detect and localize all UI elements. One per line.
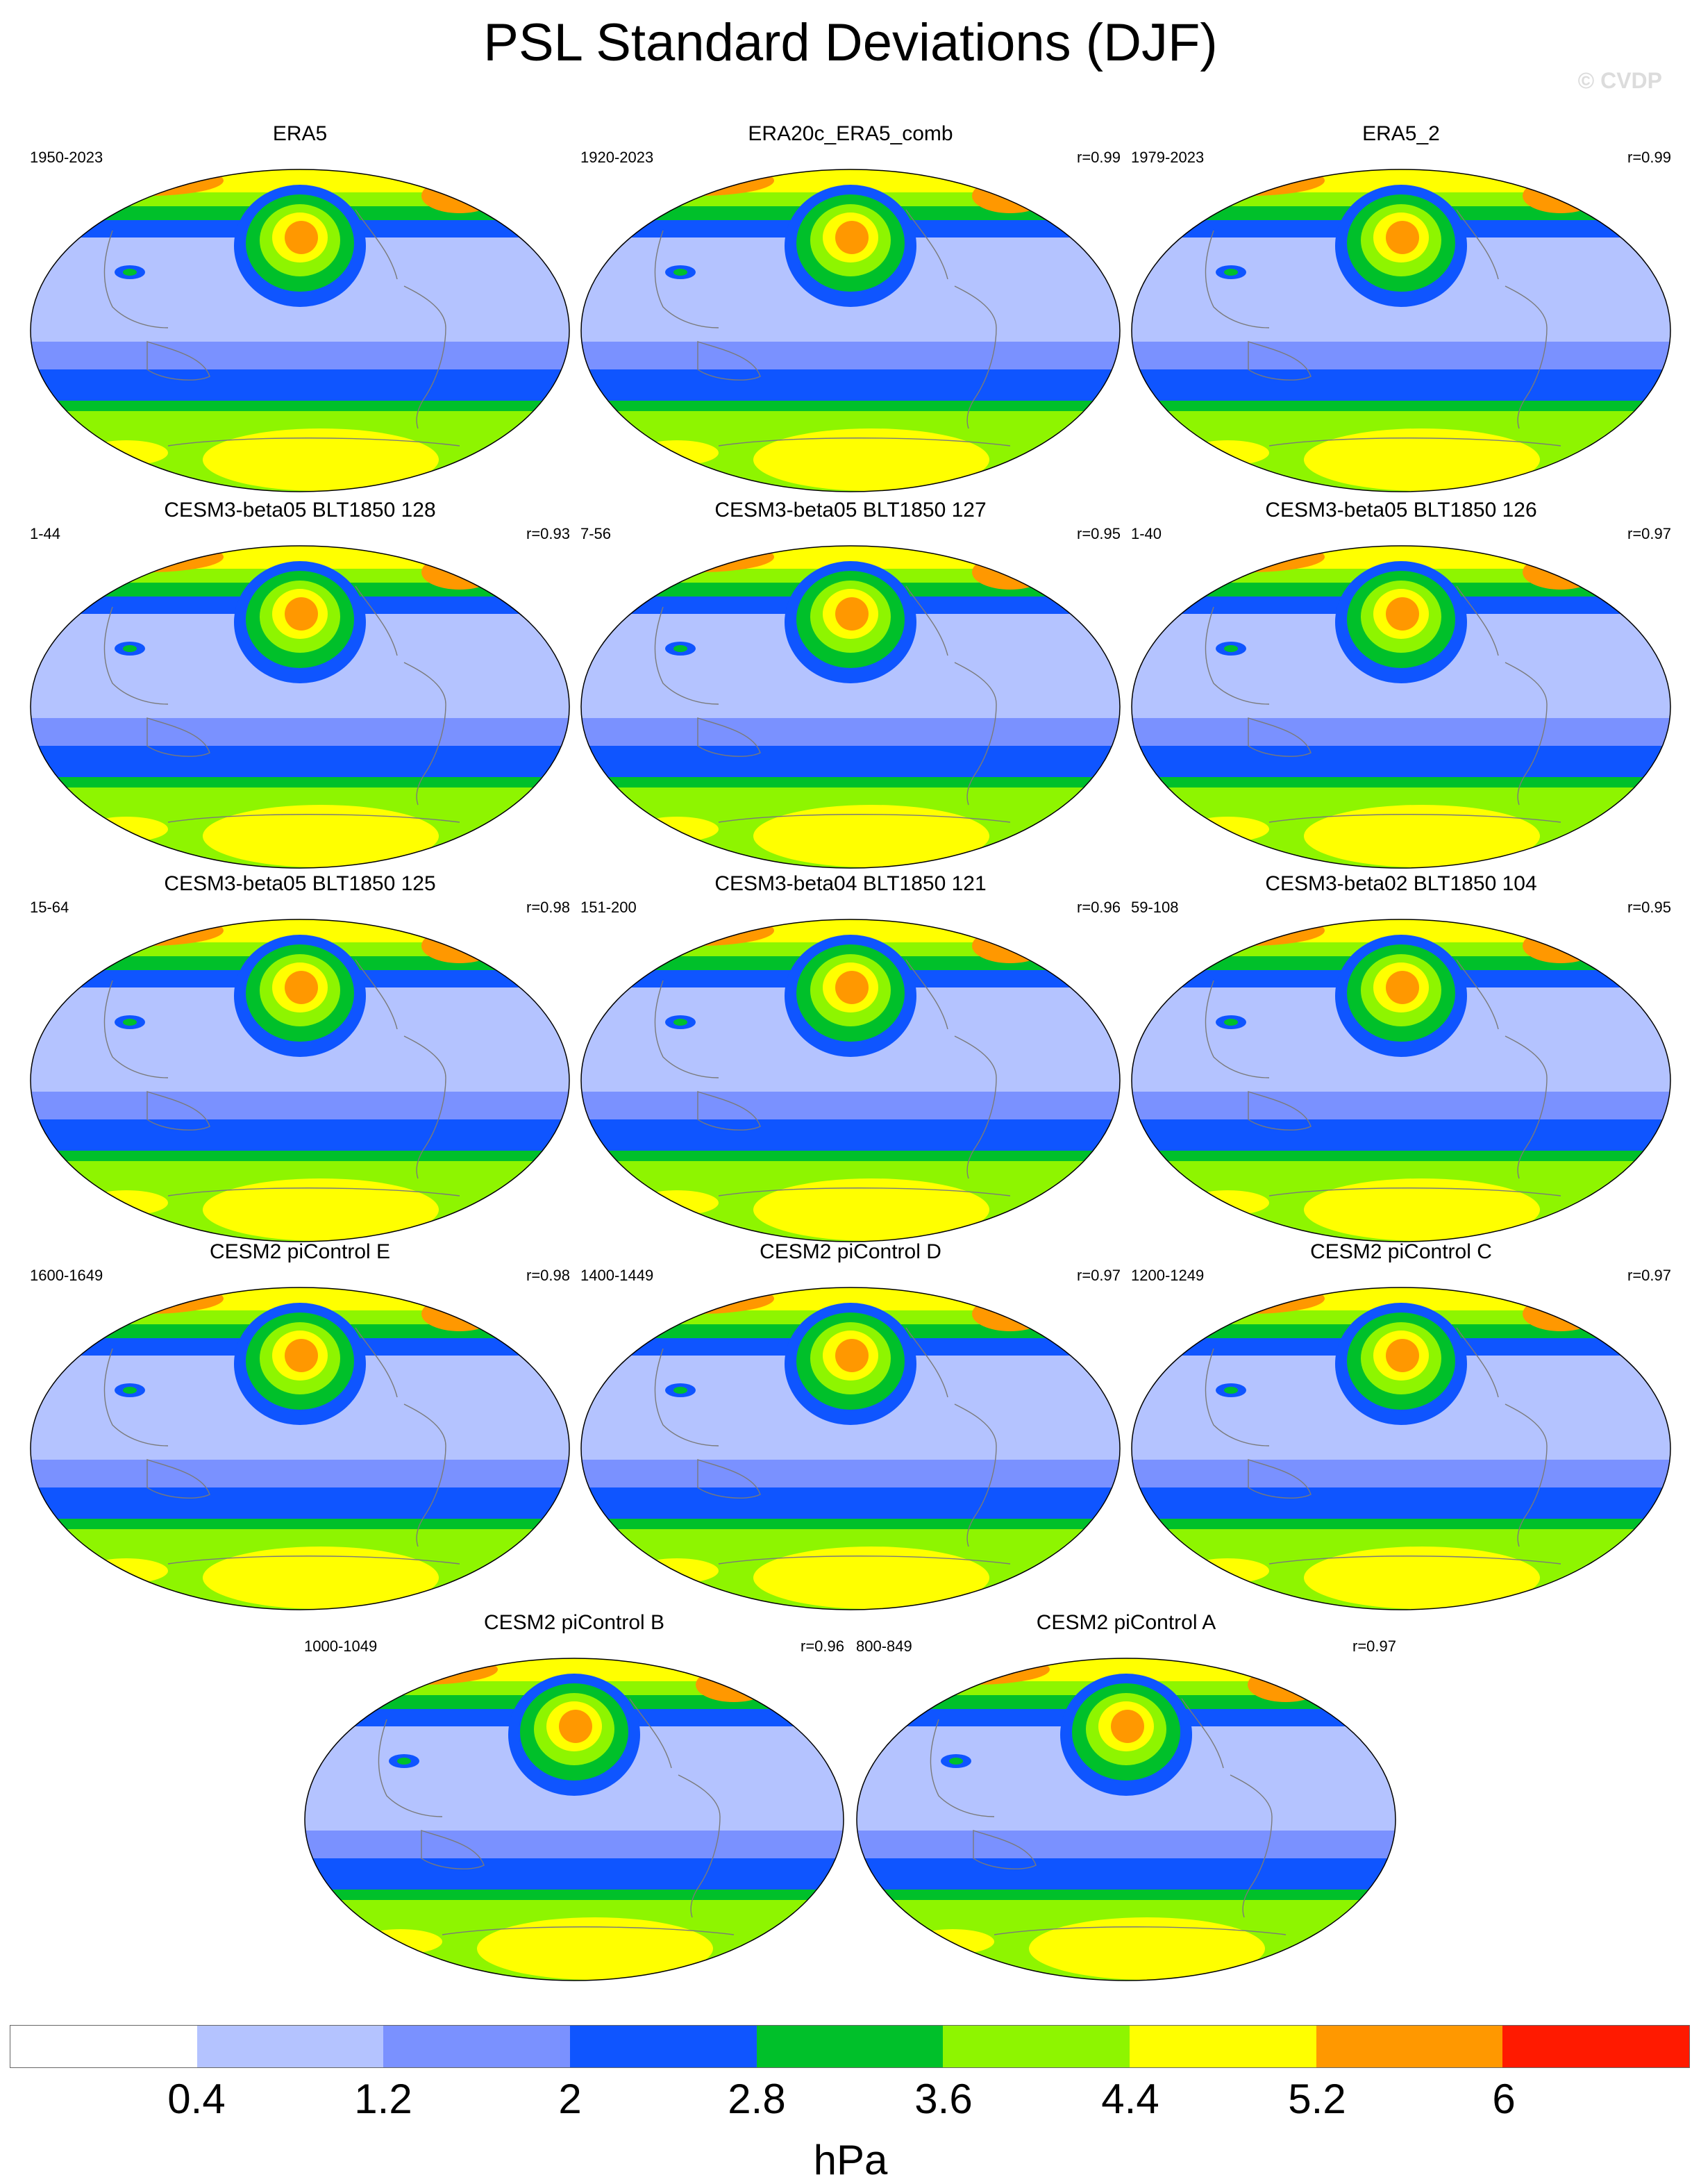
colorbar-swatch [1316, 2026, 1503, 2067]
psl-std-map [1131, 545, 1671, 869]
psl-std-map [30, 1287, 570, 1610]
panel-period: 7-56 [580, 525, 612, 542]
panel-correlation: r=0.98 [526, 899, 570, 916]
colorbar-tick-label: 1.2 [354, 2076, 412, 2122]
map-panel-cesm2-e: CESM2 piControl E 1600-1649 r=0.98 [26, 1240, 574, 1629]
panel-title: CESM3-beta05 BLT1850 128 [164, 499, 436, 522]
map-panel-cesm2-a: CESM2 piControl A 800-849 r=0.97 [852, 1611, 1400, 2000]
colorbar-tick-label: 6 [1492, 2076, 1516, 2122]
map-panel-era5: ERA5 1950-2023 [26, 122, 574, 511]
psl-std-map [1131, 919, 1671, 1242]
colorbar-units: hPa [813, 2137, 888, 2183]
panel-period: 1000-1049 [304, 1637, 378, 1655]
colorbar-tick-label: 0.4 [167, 2076, 226, 2122]
watermark: © CVDP [1577, 68, 1662, 93]
panel-correlation: r=0.93 [526, 525, 570, 542]
panel-correlation: r=0.96 [801, 1637, 844, 1655]
panel-correlation: r=0.97 [1627, 525, 1671, 542]
map-panel-cesm3-127: CESM3-beta05 BLT1850 127 7-56 r=0.95 [576, 499, 1125, 887]
psl-std-map [30, 919, 570, 1242]
colorbar-tick-label: 5.2 [1288, 2076, 1346, 2122]
panel-title: ERA20c_ERA5_comb [748, 122, 953, 145]
panel-title: CESM3-beta04 BLT1850 121 [714, 872, 987, 895]
colorbar-tick-label: 2.8 [728, 2076, 786, 2122]
panel-period: 1600-1649 [30, 1267, 103, 1284]
psl-std-map [580, 169, 1121, 492]
panel-period: 1979-2023 [1131, 149, 1205, 166]
panel-correlation: r=0.98 [526, 1267, 570, 1284]
map-panel-cesm3-126: CESM3-beta05 BLT1850 126 1-40 r=0.97 [1127, 499, 1675, 887]
psl-std-map [1131, 1287, 1671, 1610]
panel-correlation: r=0.97 [1352, 1637, 1396, 1655]
panel-period: 59-108 [1131, 899, 1179, 916]
psl-std-map [1131, 169, 1671, 492]
psl-std-map [580, 545, 1121, 869]
map-panel-cesm2-d: CESM2 piControl D 1400-1449 r=0.97 [576, 1240, 1125, 1629]
panel-period: 1920-2023 [580, 149, 654, 166]
panel-title: CESM3-beta05 BLT1850 127 [714, 499, 987, 522]
map-panel-cesm3-104: CESM3-beta02 BLT1850 104 59-108 r=0.95 [1127, 872, 1675, 1261]
panel-period: 1200-1249 [1131, 1267, 1205, 1284]
map-panel-cesm3-121: CESM3-beta04 BLT1850 121 151-200 r=0.96 [576, 872, 1125, 1261]
panel-title: ERA5_2 [1362, 122, 1440, 145]
panel-period: 15-64 [30, 899, 69, 916]
map-panel-cesm2-c: CESM2 piControl C 1200-1249 r=0.97 [1127, 1240, 1675, 1629]
panel-period: 151-200 [580, 899, 637, 916]
psl-std-map [580, 919, 1121, 1242]
panel-period: 800-849 [856, 1637, 912, 1655]
psl-std-map [580, 1287, 1121, 1610]
map-panel-cesm2-b: CESM2 piControl B 1000-1049 r=0.96 [300, 1611, 848, 2000]
panel-period: 1-44 [30, 525, 61, 542]
panel-title: CESM2 piControl B [483, 1611, 665, 1634]
panel-correlation: r=0.96 [1077, 899, 1121, 916]
psl-std-map [304, 1658, 844, 1981]
panel-correlation: r=0.95 [1627, 899, 1671, 916]
psl-std-map [30, 545, 570, 869]
map-panel-era20c-era5-comb: ERA20c_ERA5_comb 1920-2023 r=0.99 [576, 122, 1125, 511]
panel-title: CESM2 piControl D [760, 1240, 941, 1263]
panel-title: CESM3-beta05 BLT1850 126 [1265, 499, 1537, 522]
panel-correlation: r=0.97 [1627, 1267, 1671, 1284]
panel-correlation: r=0.99 [1627, 149, 1671, 166]
colorbar-swatch [570, 2026, 757, 2067]
panel-title: CESM2 piControl A [1036, 1611, 1216, 1634]
panel-title: CESM3-beta02 BLT1850 104 [1265, 872, 1537, 895]
colorbar-swatch [943, 2026, 1130, 2067]
map-panel-cesm3-128: CESM3-beta05 BLT1850 128 1-44 r=0.93 [26, 499, 574, 887]
panel-period: 1-40 [1131, 525, 1162, 542]
colorbar-swatch [10, 2026, 197, 2067]
panel-title: CESM2 piControl C [1310, 1240, 1492, 1263]
figure-title: PSL Standard Deviations (DJF) [483, 13, 1218, 72]
psl-std-map [856, 1658, 1396, 1981]
colorbar-tick-label: 4.4 [1101, 2076, 1159, 2122]
colorbar-tick-label: 2 [558, 2076, 582, 2122]
panel-title: CESM3-beta05 BLT1850 125 [164, 872, 436, 895]
colorbar-swatch [1502, 2026, 1690, 2067]
panel-period: 1950-2023 [30, 149, 103, 166]
panel-correlation: r=0.95 [1077, 525, 1121, 542]
panel-title: CESM2 piControl E [209, 1240, 391, 1263]
map-panel-cesm3-125: CESM3-beta05 BLT1850 125 15-64 r=0.98 [26, 872, 574, 1261]
colorbar-swatch [1130, 2026, 1316, 2067]
psl-std-map [30, 169, 570, 492]
panel-period: 1400-1449 [580, 1267, 654, 1284]
map-panel-era5-2: ERA5_2 1979-2023 r=0.99 [1127, 122, 1675, 511]
colorbar-swatch [756, 2026, 944, 2067]
colorbar-swatch [383, 2026, 571, 2067]
colorbar [10, 2025, 1690, 2068]
panel-correlation: r=0.97 [1077, 1267, 1121, 1284]
panel-title: ERA5 [272, 122, 328, 145]
colorbar-swatch [196, 2026, 384, 2067]
panel-correlation: r=0.99 [1077, 149, 1121, 166]
colorbar-tick-label: 3.6 [914, 2076, 973, 2122]
